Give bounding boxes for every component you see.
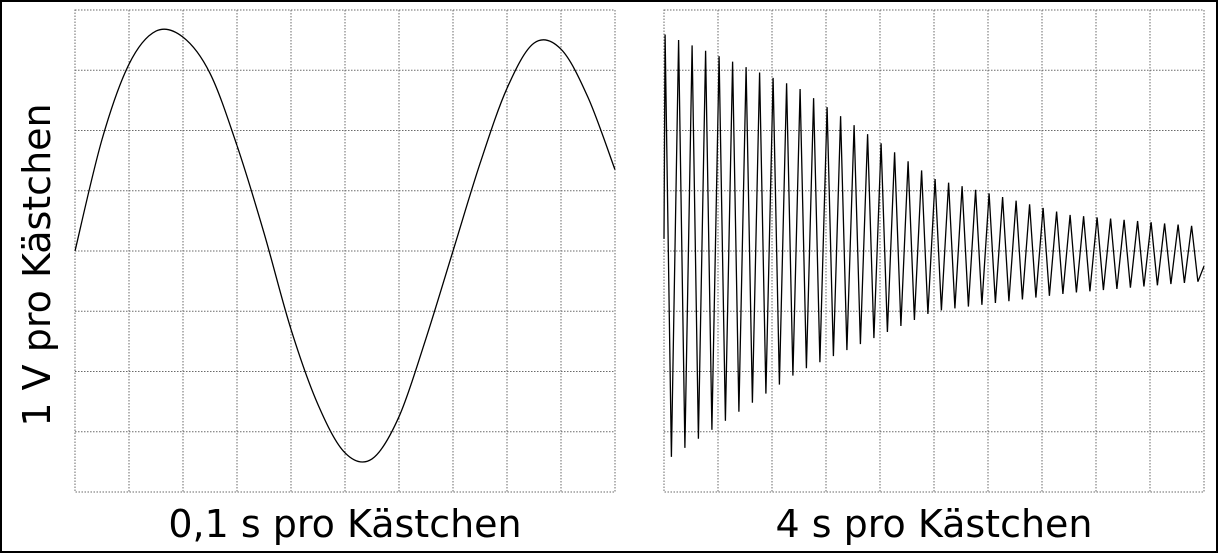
x-axis-label-right: 4 s pro Kästchen <box>775 502 1092 546</box>
sine-trace <box>74 28 616 463</box>
damped-oscillation-trace <box>663 34 1205 457</box>
grid-right <box>664 10 1204 492</box>
panel-damped: 4 s pro Kästchen <box>663 9 1205 546</box>
x-axis-label-left: 0,1 s pro Kästchen <box>168 502 521 546</box>
grid-left <box>75 10 615 492</box>
y-axis-label: 1 V pro Kästchen <box>15 103 59 426</box>
plot-area-right <box>663 9 1205 493</box>
panel-sine: 0,1 s pro Kästchen <box>74 9 616 546</box>
